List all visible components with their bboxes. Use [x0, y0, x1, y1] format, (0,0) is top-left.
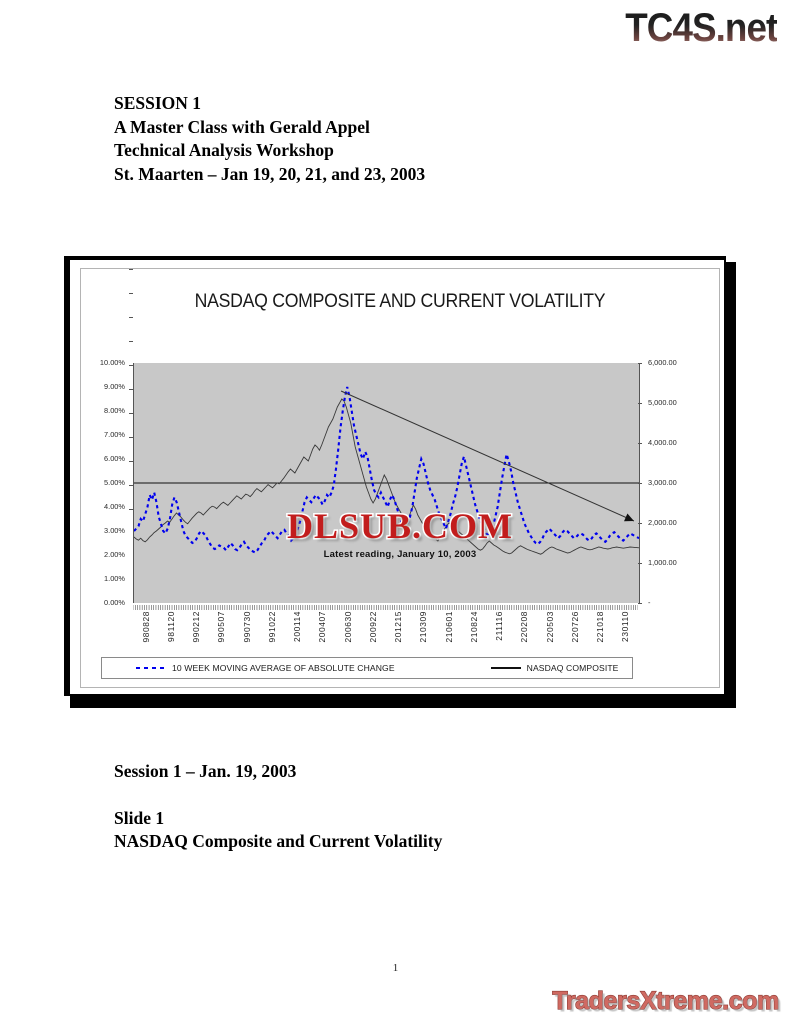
x-axis-label: 201215 [393, 611, 404, 643]
y-axis-left-tick: 3.00% [104, 526, 125, 535]
y-axis-right-tickmark [638, 363, 642, 364]
y-axis-left-tick: 8.00% [104, 406, 125, 415]
y-axis-right-tick: 4,000.00 [648, 438, 677, 447]
y-axis-right-tickmark [638, 603, 642, 604]
y-axis-left-tick: 10.00% [99, 358, 125, 367]
y-axis-right-tick: 3,000.00 [648, 478, 677, 487]
x-axis-label: 991022 [266, 611, 277, 643]
y-axis-left-tickmark [129, 413, 133, 414]
header-line-location: St. Maarten – Jan 19, 20, 21, and 23, 20… [114, 163, 426, 184]
y-axis-left-tick: 0.00% [104, 598, 125, 607]
x-axis-label: 980828 [140, 611, 151, 643]
tradersxtreme-logo: TradersXtreme.com [552, 986, 780, 1015]
x-axis-label: 990212 [191, 611, 202, 643]
y-axis-right: - 1,000.00 2,000.00 3,000.00 4,000.00 5,000.0… [642, 358, 712, 607]
figure-frame: NASDAQ COMPOSITE AND CURRENT VOLATILITY … [64, 256, 726, 696]
series-line-volatility-ma [134, 386, 639, 554]
y-axis-right-tick: 5,000.00 [648, 398, 677, 407]
y-axis-left-tick: 9.00% [104, 382, 125, 391]
y-axis-right-tick: 1,000.00 [648, 558, 677, 567]
footer-block: Session 1 – Jan. 19, 2003 Slide 1 NASDAQ… [114, 760, 442, 854]
y-axis-right-tick: 6,000.00 [648, 358, 677, 367]
y-axis-left-tickmark [129, 461, 133, 462]
y-axis-right-tickmark [638, 563, 642, 564]
x-axis-label: 200922 [367, 611, 378, 643]
legend-item-volatility: 10 WEEK MOVING AVERAGE OF ABSOLUTE CHANG… [136, 663, 395, 673]
y-axis-right-tickmark [638, 443, 642, 444]
x-axis-label: 200630 [342, 611, 353, 643]
x-axis-label: 221018 [595, 611, 606, 643]
x-axis-label: 990507 [216, 611, 227, 643]
legend-label-volatility: 10 WEEK MOVING AVERAGE OF ABSOLUTE CHANG… [172, 663, 395, 673]
footer-spacer [114, 784, 442, 807]
y-axis-left-tick: 2.00% [104, 550, 125, 559]
x-axis: 980828 981120 990212 990507 990730 991022 2001… [133, 605, 638, 675]
x-axis-label: 210824 [468, 611, 479, 643]
x-axis-label: 211116 [494, 611, 505, 641]
x-axis-label: 220503 [544, 611, 555, 643]
y-axis-left-tick: 5.00% [104, 478, 125, 487]
header-line-workshop: Technical Analysis Workshop [114, 140, 334, 160]
y-axis-left-tick: 7.00% [104, 430, 125, 439]
footer-line-session-date: Session 1 – Jan. 19, 2003 [114, 761, 297, 781]
header-block: SESSION 1 A Master Class with Gerald App… [114, 92, 425, 186]
dotted-line-swatch-icon [136, 667, 166, 669]
plot-area [133, 363, 640, 603]
y-axis-left-tick: 6.00% [104, 454, 125, 463]
y-axis-right-tick: - [648, 598, 651, 607]
y-axis-left-tickmark [129, 365, 133, 366]
x-axis-label: 230110 [620, 611, 631, 642]
legend-item-nasdaq: NASDAQ COMPOSITE [490, 663, 619, 673]
trendline-downtrend [340, 390, 635, 522]
x-axis-label: 210309 [418, 611, 429, 643]
x-axis-label: 220208 [519, 611, 530, 643]
y-axis-left-tickmark [129, 437, 133, 438]
x-axis-ticks [133, 605, 638, 610]
x-axis-label: 200407 [317, 611, 328, 643]
page-number: 1 [392, 962, 399, 974]
x-axis-label: 210601 [443, 611, 454, 643]
y-axis-right-tickmark [638, 523, 642, 524]
legend-label-nasdaq: NASDAQ COMPOSITE [526, 663, 619, 673]
footer-line-slide-number: Slide 1 [114, 807, 165, 828]
y-axis-left-tickmark [129, 341, 133, 342]
y-axis-left-tickmark [129, 509, 133, 510]
series-line-nasdaq-composite [134, 398, 639, 555]
x-axis-label: 990730 [241, 611, 252, 643]
chart-figure: NASDAQ COMPOSITE AND CURRENT VOLATILITY … [64, 256, 736, 708]
y-axis-right-tick: 2,000.00 [648, 518, 677, 527]
y-axis-right-tickmark [638, 403, 642, 404]
y-axis-left-tick: 1.00% [104, 574, 125, 583]
chart-legend: 10 WEEK MOVING AVERAGE OF ABSOLUTE CHANG… [101, 657, 633, 679]
x-axis-label: 981120 [165, 611, 176, 642]
x-axis-label: 220726 [569, 611, 580, 643]
y-axis-left-tickmark [129, 389, 133, 390]
footer-line-slide-title: NASDAQ Composite and Current Volatility [114, 831, 443, 851]
plot-svg [134, 386, 639, 555]
y-axis-left-tick: 4.00% [104, 502, 125, 511]
solid-line-swatch-icon [490, 667, 521, 669]
tc4s-logo: TC4S.net [624, 6, 778, 50]
y-axis-left-tickmark [129, 293, 133, 294]
figure-inner-frame: NASDAQ COMPOSITE AND CURRENT VOLATILITY … [80, 268, 720, 688]
header-line-masterclass: A Master Class with Gerald Appel [114, 116, 370, 137]
y-axis-left: 0.00% 1.00% 2.00% 3.00% 4.00% 5.00% 6.00% 7.00%… [81, 358, 129, 607]
y-axis-left-tickmark [129, 317, 133, 318]
chart-title: NASDAQ COMPOSITE AND CURRENT VOLATILITY [194, 291, 606, 312]
x-axis-label: 200114 [292, 611, 303, 642]
y-axis-left-tickmark [129, 269, 133, 270]
y-axis-left-tickmark [129, 485, 133, 486]
header-line-session: SESSION 1 [114, 93, 202, 113]
y-axis-right-tickmark [638, 483, 642, 484]
